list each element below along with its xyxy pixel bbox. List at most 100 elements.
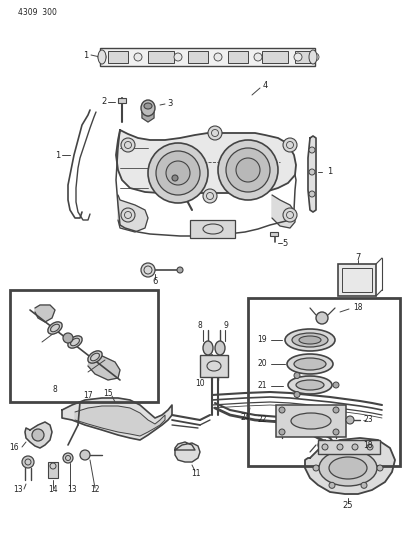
Text: 19: 19 <box>257 335 267 344</box>
Ellipse shape <box>285 329 335 351</box>
Polygon shape <box>175 442 200 462</box>
Circle shape <box>294 53 302 61</box>
Text: 18: 18 <box>353 303 363 312</box>
Circle shape <box>134 53 142 61</box>
Circle shape <box>279 429 285 435</box>
Text: 14: 14 <box>48 486 58 495</box>
Text: 16: 16 <box>9 443 19 453</box>
Circle shape <box>279 407 285 413</box>
Circle shape <box>346 416 354 424</box>
Text: 20: 20 <box>257 359 267 368</box>
Ellipse shape <box>329 457 367 479</box>
Circle shape <box>361 448 367 454</box>
Ellipse shape <box>292 333 328 347</box>
Ellipse shape <box>215 341 225 355</box>
Ellipse shape <box>141 100 155 116</box>
Polygon shape <box>62 398 172 440</box>
Bar <box>100 48 315 66</box>
Bar <box>48 462 58 478</box>
Polygon shape <box>118 195 148 232</box>
Ellipse shape <box>291 413 331 429</box>
Polygon shape <box>35 305 55 322</box>
Circle shape <box>283 138 297 152</box>
Ellipse shape <box>309 50 317 64</box>
Circle shape <box>63 453 73 463</box>
Ellipse shape <box>203 341 213 355</box>
Ellipse shape <box>144 103 152 109</box>
Ellipse shape <box>299 336 321 344</box>
Circle shape <box>203 189 217 203</box>
Text: 7: 7 <box>355 253 361 262</box>
Circle shape <box>322 444 328 450</box>
Ellipse shape <box>296 380 324 390</box>
Text: 12: 12 <box>90 486 100 495</box>
Bar <box>262 51 288 63</box>
Ellipse shape <box>98 50 106 64</box>
Circle shape <box>316 312 328 324</box>
Circle shape <box>208 126 222 140</box>
Polygon shape <box>308 136 316 212</box>
Circle shape <box>174 53 182 61</box>
Circle shape <box>98 53 106 61</box>
Polygon shape <box>305 438 395 494</box>
Text: 17: 17 <box>83 391 93 400</box>
Ellipse shape <box>68 336 82 348</box>
Circle shape <box>218 140 278 200</box>
Text: 1: 1 <box>83 51 88 60</box>
Circle shape <box>333 382 339 388</box>
Circle shape <box>377 465 383 471</box>
Text: 2: 2 <box>101 98 106 107</box>
Text: 4: 4 <box>262 80 268 90</box>
Circle shape <box>294 392 300 398</box>
Circle shape <box>329 448 335 454</box>
Circle shape <box>121 138 135 152</box>
Circle shape <box>309 191 315 197</box>
Bar <box>200 355 228 377</box>
Circle shape <box>22 456 34 468</box>
Text: 13: 13 <box>67 486 77 495</box>
Circle shape <box>333 407 339 413</box>
Text: 15: 15 <box>103 389 113 398</box>
Text: 22: 22 <box>257 416 267 424</box>
Text: 6: 6 <box>152 278 157 287</box>
Ellipse shape <box>287 354 333 374</box>
Text: 1: 1 <box>327 167 333 176</box>
Circle shape <box>311 53 319 61</box>
Bar <box>338 264 376 296</box>
Text: 5: 5 <box>282 239 288 248</box>
Bar <box>248 298 400 466</box>
Polygon shape <box>25 422 52 448</box>
Bar <box>276 405 346 437</box>
Text: 3: 3 <box>167 99 173 108</box>
Ellipse shape <box>48 322 62 334</box>
Circle shape <box>121 208 135 222</box>
Text: 13: 13 <box>13 486 23 495</box>
Circle shape <box>63 333 73 343</box>
Bar <box>108 51 128 63</box>
Text: 18: 18 <box>363 440 373 449</box>
Text: 8: 8 <box>197 321 202 330</box>
Circle shape <box>32 429 44 441</box>
Circle shape <box>313 465 319 471</box>
Circle shape <box>367 444 373 450</box>
Text: 1: 1 <box>55 150 61 159</box>
Bar <box>10 290 158 402</box>
Bar <box>118 98 126 103</box>
Bar <box>148 51 174 63</box>
Text: 21: 21 <box>257 382 267 391</box>
Text: 11: 11 <box>191 469 201 478</box>
Bar <box>188 51 208 63</box>
Circle shape <box>80 450 90 460</box>
Polygon shape <box>75 406 165 436</box>
Ellipse shape <box>288 376 332 394</box>
Text: 25: 25 <box>343 502 353 511</box>
Text: 23: 23 <box>363 416 373 424</box>
Circle shape <box>156 151 200 195</box>
Circle shape <box>177 267 183 273</box>
Bar <box>342 268 372 292</box>
Bar <box>228 51 248 63</box>
Circle shape <box>309 169 315 175</box>
Bar <box>270 232 278 236</box>
Text: 9: 9 <box>224 321 228 330</box>
Bar <box>190 220 235 238</box>
